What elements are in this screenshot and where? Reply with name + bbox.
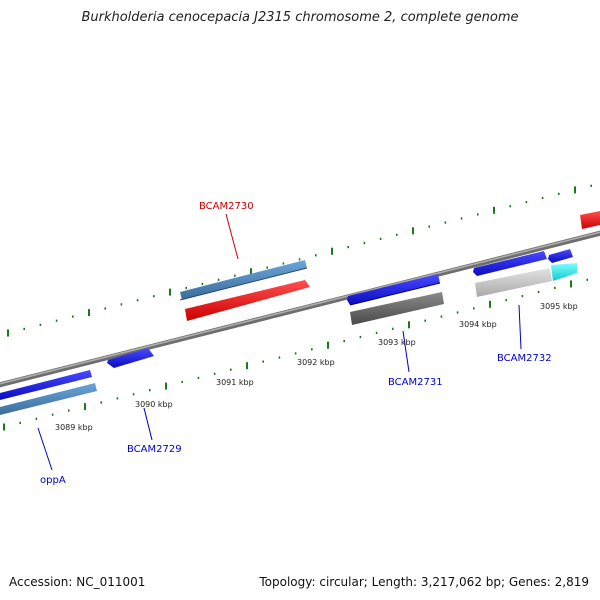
kbp-label: 3094 kbp <box>459 320 497 329</box>
gene-opp-a-steel[interactable] <box>0 383 97 415</box>
gene-bcam2730-steel[interactable] <box>180 260 307 300</box>
kbp-label: 3095 kbp <box>540 302 578 311</box>
genome-summary-text: Topology: circular; Length: 3,217,062 bp… <box>259 575 589 589</box>
gene-label-bcam2730[interactable]: BCAM2730 <box>199 201 254 212</box>
gene-label-bcam2731[interactable]: BCAM2731 <box>388 377 443 388</box>
gene-edge <box>179 267 308 301</box>
gene-bcam2731-forward[interactable] <box>347 274 440 305</box>
gene-label-bcam2729[interactable]: BCAM2729 <box>127 444 182 455</box>
kbp-label: 3090 kbp <box>135 400 173 409</box>
upper-tick-track <box>7 184 593 337</box>
map-title: Burkholderia cenocepacia J2315 chromosom… <box>81 10 519 25</box>
kbp-label: 3091 kbp <box>216 378 254 387</box>
gene-opp-a-forward[interactable] <box>0 370 92 400</box>
gene-bcam2731-gray[interactable] <box>350 292 444 325</box>
gene-bcam2729-feature[interactable] <box>107 348 154 368</box>
gene-bcam2732-forward[interactable] <box>473 251 547 276</box>
leader-oppa <box>37 427 53 471</box>
kbp-label: 3093 kbp <box>378 338 416 347</box>
gene-bcam2732-lightgray[interactable] <box>475 268 552 297</box>
gene-bcam2730-red[interactable] <box>185 280 310 321</box>
kbp-label: 3092 kbp <box>297 358 335 367</box>
gene-label-bcam2732[interactable]: BCAM2732 <box>497 353 552 364</box>
accession-text: Accession: NC_011001 <box>9 575 146 589</box>
lower-tick-track <box>3 278 589 431</box>
leader-bcam2730 <box>225 213 239 260</box>
kbp-label: 3089 kbp <box>55 423 93 432</box>
gene-small-forward[interactable] <box>548 249 573 263</box>
gene-edge <box>349 282 441 306</box>
chromosome-backbone-highlight <box>0 231 600 385</box>
leader-bcam2729 <box>143 407 153 441</box>
gene-cyan[interactable] <box>551 263 577 281</box>
leader-bcam2732 <box>518 304 522 350</box>
gene-label-oppa[interactable]: oppA <box>40 475 66 486</box>
chromosome-backbone <box>0 230 600 388</box>
gene-red-edge[interactable] <box>580 211 600 229</box>
leader-bcam2731 <box>402 330 410 373</box>
